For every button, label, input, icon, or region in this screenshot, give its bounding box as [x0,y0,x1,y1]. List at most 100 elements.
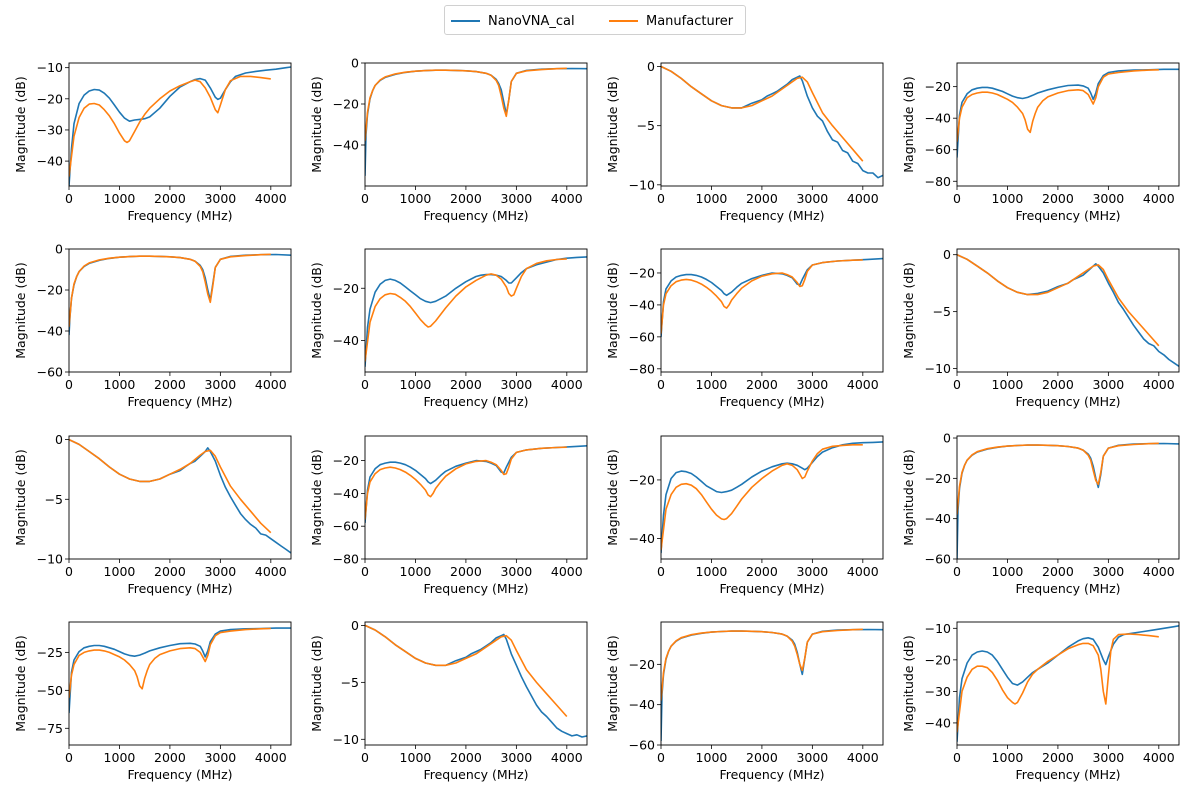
series-manufacturer-line [957,253,1160,347]
axes-frame [660,62,884,187]
x-tick-label: 1000 [992,377,1024,392]
series-nanovna-line [957,68,1179,158]
x-tick-label: 4000 [255,750,287,765]
y-tick-label: 0 [55,432,63,447]
series-manufacturer-line [365,67,567,141]
series-manufacturer-line [661,65,864,162]
legend-entry-nanovna: NanoVNA_cal [451,12,575,30]
y-tick-label: −20 [333,453,359,468]
y-tick-label: −60 [629,329,655,344]
x-tick-label: 3000 [500,750,532,765]
y-tick-label: −60 [925,142,951,157]
x-tick-label: 0 [65,750,73,765]
axes-frame [660,248,884,373]
series-manufacturer-line [69,627,271,698]
x-tick-label: 0 [657,377,665,392]
y-tick-label: −10 [333,732,359,747]
subplot-12: 0 1000 2000 3000 4000 −60 −40 −20 0 Frequency (MH… [901,431,1180,596]
x-tick-label: 3000 [204,191,236,206]
y-axis-label: Magnitude (dB) [605,262,620,358]
x-tick-label: 3000 [796,377,828,392]
x-tick-label: 2000 [154,750,186,765]
x-tick-label: 3000 [1092,377,1124,392]
x-axis-label: Frequency (MHz) [1015,767,1120,782]
series-manufacturer-line [365,624,568,718]
x-tick-label: 4000 [255,377,287,392]
x-tick-label: 2000 [450,564,482,579]
x-tick-label: 2000 [154,377,186,392]
x-axis-label: Frequency (MHz) [127,767,232,782]
x-tick-label: 3000 [1092,564,1124,579]
series-nanovna-line [661,257,883,337]
x-tick-label: 0 [65,564,73,579]
y-tick-label: −80 [629,361,655,376]
legend-entry-manufacturer: Manufacturer [609,12,733,30]
y-tick-label: −40 [629,297,655,312]
y-tick-label: −5 [637,118,655,133]
axes-frame [364,248,588,373]
legend-label-nanovna: NanoVNA_cal [488,13,575,29]
series-nanovna-line [69,438,291,554]
x-tick-label: 1000 [104,750,136,765]
x-tick-label: 4000 [847,750,879,765]
y-tick-label: −40 [629,531,655,546]
x-tick-label: 2000 [154,564,186,579]
x-axis-label: Frequency (MHz) [127,208,232,223]
x-tick-label: 2000 [1042,191,1074,206]
series-nanovna-line [365,256,587,367]
x-tick-label: 4000 [1143,191,1175,206]
x-axis-label: Frequency (MHz) [719,394,824,409]
subplot-16: 0 1000 2000 3000 4000 −40 −30 −20 −10 Frequency (… [901,621,1180,782]
y-tick-label: −60 [925,552,951,567]
subplot-4: 0 1000 2000 3000 4000 −80 −60 −40 −20 Frequency (… [901,62,1180,223]
subplot-1: 0 1000 2000 3000 4000 −40 −30 −20 −10 Frequency (… [13,60,292,223]
y-tick-label: −30 [925,684,951,699]
series-nanovna-line [69,627,291,714]
y-tick-label: 0 [55,242,63,257]
x-tick-label: 0 [657,191,665,206]
y-tick-label: −80 [333,552,359,567]
y-tick-label: −40 [925,715,951,730]
y-axis-label: Magnitude (dB) [13,635,28,731]
x-tick-label: 0 [361,564,369,579]
subplot-6: 0 1000 2000 3000 4000 −40 −20 Frequency (MHz) Ma… [309,248,588,409]
y-tick-label: −40 [333,486,359,501]
x-axis-label: Frequency (MHz) [127,581,232,596]
series-nanovna-line [661,628,883,742]
subplot-8: 0 1000 2000 3000 4000 −10 −5 0 Frequency (MHz) Ma… [901,247,1180,409]
x-tick-label: 2000 [746,564,778,579]
x-axis-label: Frequency (MHz) [1015,394,1120,409]
x-tick-label: 3000 [204,377,236,392]
y-tick-label: −20 [37,283,63,298]
x-tick-label: 3000 [500,564,532,579]
series-nanovna-line [661,65,883,179]
x-axis-label: Frequency (MHz) [1015,581,1120,596]
x-tick-label: 0 [65,191,73,206]
axes-frame [956,62,1180,187]
axes-frame [68,435,292,560]
y-tick-label: −10 [37,552,63,567]
y-tick-label: −40 [333,333,359,348]
y-tick-label: −20 [629,472,655,487]
series-manufacturer-line [661,259,863,334]
y-tick-label: −10 [925,361,951,376]
subplot-7: 0 1000 2000 3000 4000 −80 −60 −40 −20 Frequency (… [605,248,884,409]
x-axis-label: Frequency (MHz) [127,394,232,409]
y-axis-label: Magnitude (dB) [605,76,620,172]
axes-frame [68,621,292,746]
x-tick-label: 4000 [255,564,287,579]
series-manufacturer-line [957,633,1159,733]
x-tick-label: 0 [657,564,665,579]
subplot-5: 0 1000 2000 3000 4000 −60 −40 −20 0 Frequency (MH… [13,242,292,409]
y-tick-label: −60 [629,738,655,753]
x-tick-label: 1000 [400,564,432,579]
y-axis-label: Magnitude (dB) [901,76,916,172]
axes-frame [68,248,292,373]
y-axis-label: Magnitude (dB) [901,262,916,358]
y-tick-label: 0 [943,247,951,262]
x-tick-label: 0 [65,377,73,392]
x-tick-label: 1000 [696,377,728,392]
x-axis-label: Frequency (MHz) [719,581,824,596]
x-tick-label: 2000 [746,750,778,765]
series-nanovna-line [365,67,587,176]
